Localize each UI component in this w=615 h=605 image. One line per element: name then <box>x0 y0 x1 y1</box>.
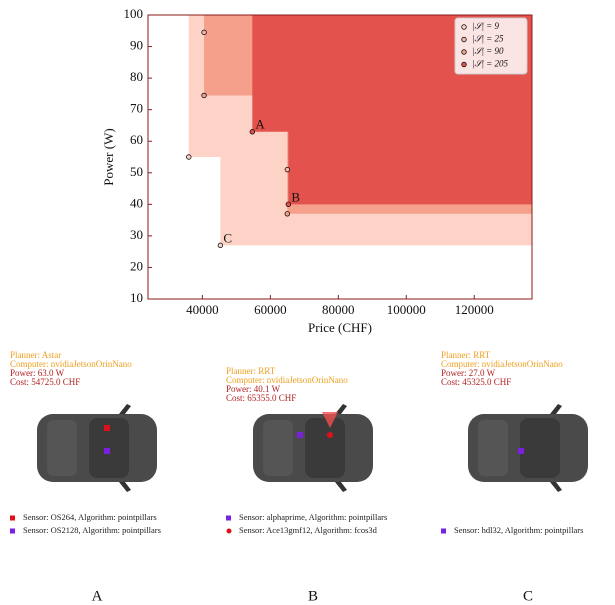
point <box>186 155 191 160</box>
point <box>250 129 255 134</box>
info-cost: Cost: 65355.0 CHF <box>226 393 296 403</box>
sensor-marker <box>10 529 15 534</box>
sensor-marker <box>226 516 231 521</box>
sensor-marker <box>441 529 446 534</box>
sensor-position <box>297 432 303 438</box>
y-tick-label: 60 <box>130 132 143 147</box>
point <box>202 30 207 35</box>
sensor-label: Sensor: Ace13gmf12, Algorithm: fcos3d <box>239 525 378 535</box>
x-tick-label: 80000 <box>322 302 355 317</box>
sensor-position <box>327 432 333 438</box>
legend-marker <box>462 62 467 67</box>
car-body <box>37 404 157 492</box>
car <box>468 404 588 492</box>
y-tick-label: 90 <box>130 38 143 53</box>
point <box>286 202 291 207</box>
sensor-label: Sensor: OS2128, Algorithm: pointpillars <box>23 525 161 535</box>
legend-marker <box>462 50 467 55</box>
sensor-marker <box>10 516 15 521</box>
legend-label: |𝒮| = 205 <box>472 59 508 69</box>
panel-label: C <box>523 588 533 604</box>
x-tick-label: 60000 <box>254 302 287 317</box>
point <box>218 243 223 248</box>
annotation: A <box>255 117 265 132</box>
car <box>37 404 157 492</box>
sensor-label: Sensor: alphaprime, Algorithm: pointpill… <box>239 512 387 522</box>
legend-label: |𝒮| = 90 <box>472 46 504 56</box>
x-tick-label: 120000 <box>455 302 494 317</box>
sensor-marker <box>227 529 232 534</box>
x-axis-label: Price (CHF) <box>308 320 372 335</box>
car <box>253 404 373 492</box>
annotation: C <box>223 230 232 245</box>
legend-label: |𝒮| = 9 <box>472 21 499 31</box>
annotation: B <box>291 189 300 204</box>
y-axis-label: Power (W) <box>101 128 116 185</box>
point <box>285 167 290 172</box>
legend-label: |𝒮| = 25 <box>472 34 504 44</box>
sensor-label: Sensor: hdl32, Algorithm: pointpillars <box>454 525 583 535</box>
y-tick-label: 10 <box>130 290 143 305</box>
sensor-position <box>104 448 110 454</box>
info-cost: Cost: 45325.0 CHF <box>441 377 511 387</box>
sensor-position <box>104 425 110 431</box>
point <box>285 212 290 217</box>
y-tick-label: 30 <box>130 227 143 242</box>
car-body <box>468 404 588 492</box>
panel-label: A <box>92 588 103 604</box>
sensor-label: Sensor: OS264, Algorithm: pointpillars <box>23 512 157 522</box>
legend-marker <box>462 37 467 42</box>
car-body <box>253 404 373 492</box>
sensor-position <box>518 448 524 454</box>
x-tick-label: 100000 <box>387 302 426 317</box>
y-tick-label: 100 <box>124 6 144 21</box>
y-tick-label: 20 <box>130 258 143 273</box>
info-cost: Cost: 54725.0 CHF <box>10 377 80 387</box>
x-tick-label: 40000 <box>186 302 219 317</box>
panel-label: B <box>308 588 318 604</box>
figure: 40000 60000 80000 100000 120000 10 20 30 40 50 60 7… <box>0 0 615 605</box>
point <box>202 93 207 98</box>
y-tick-label: 70 <box>130 101 143 116</box>
y-tick-label: 80 <box>130 69 143 84</box>
y-tick-label: 50 <box>130 164 143 179</box>
legend-marker <box>462 25 467 30</box>
y-tick-label: 40 <box>130 195 143 210</box>
